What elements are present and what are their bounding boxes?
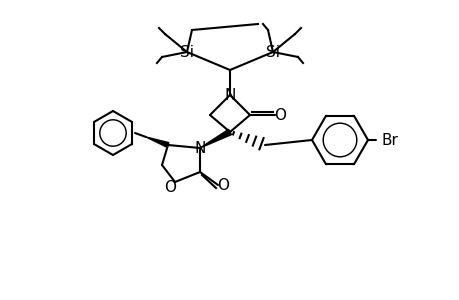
Text: Si: Si [265, 44, 280, 59]
Text: O: O [217, 178, 229, 193]
Text: O: O [164, 179, 176, 194]
Polygon shape [200, 129, 231, 148]
Text: Br: Br [381, 133, 398, 148]
Text: Si: Si [179, 44, 194, 59]
Text: N: N [194, 140, 205, 155]
Text: N: N [224, 88, 235, 103]
Polygon shape [146, 137, 168, 147]
Text: O: O [274, 107, 285, 122]
